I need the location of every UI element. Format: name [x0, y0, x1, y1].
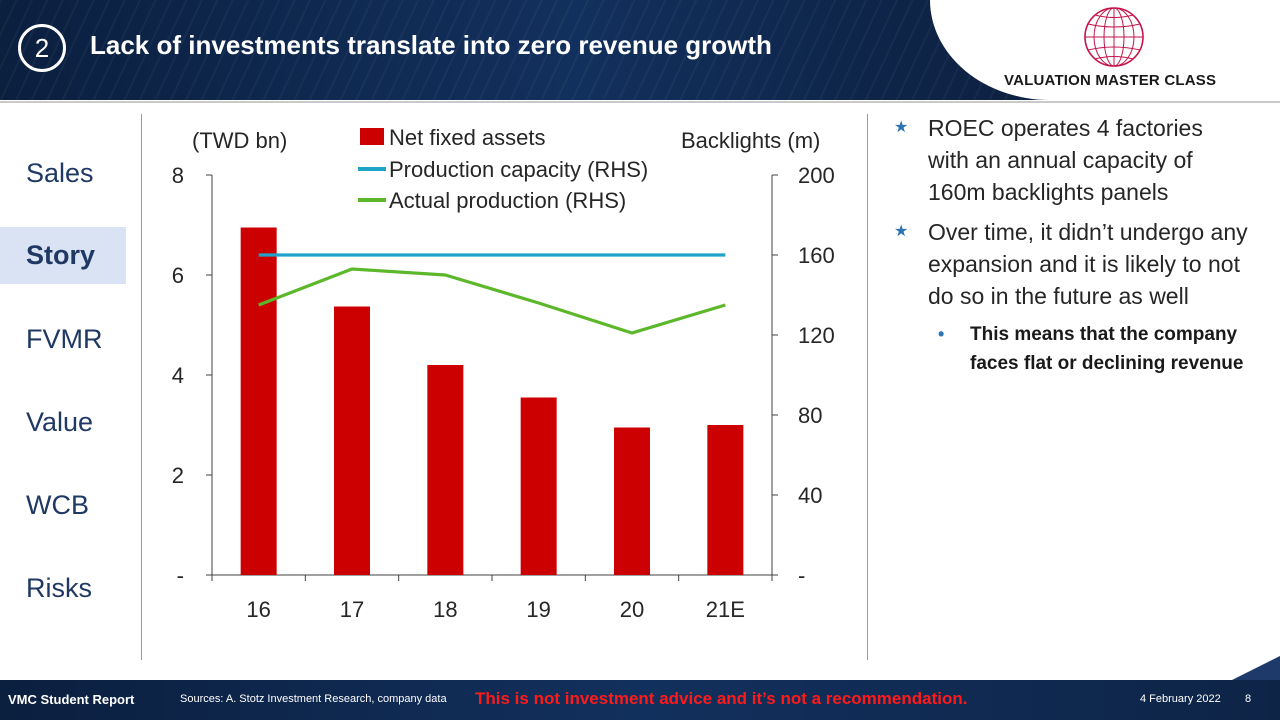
- bar-net-fixed-assets: [240, 227, 277, 575]
- star-bullet-icon: ★: [894, 223, 909, 240]
- right-tick-label: 160: [798, 243, 835, 268]
- right-tick-label: -: [798, 563, 805, 588]
- bullet-text: ROEC operates 4 factories with an annual…: [928, 115, 1203, 205]
- plot-area: - 2 4 6 8 - 40 80 120 160 200 16 17 18 19 20 21E: [172, 163, 835, 622]
- left-tick-label: -: [177, 563, 184, 588]
- right-tick-label: 120: [798, 323, 835, 348]
- legend-swatch-net-fixed-assets: [360, 128, 384, 145]
- sub-bullet-item: • This means that the company faces flat…: [938, 320, 1250, 378]
- bar-net-fixed-assets: [614, 427, 650, 575]
- x-category-label: 19: [526, 597, 550, 622]
- nav-item-story[interactable]: Story: [0, 227, 126, 284]
- x-category-label: 20: [620, 597, 644, 622]
- star-bullet-icon: ★: [894, 119, 909, 136]
- right-tick-label: 40: [798, 483, 822, 508]
- bar-net-fixed-assets: [707, 425, 744, 575]
- bar-net-fixed-assets: [334, 306, 370, 575]
- slide-number-badge: 2: [18, 24, 66, 72]
- bullet-item: ★ ROEC operates 4 factories with an annu…: [890, 112, 1250, 208]
- legend-label-net-fixed-assets: Net fixed assets: [389, 125, 546, 150]
- left-tick-label: 6: [172, 263, 184, 288]
- right-axis-label: Backlights (m): [681, 128, 820, 153]
- nav-item-value[interactable]: Value: [26, 407, 94, 437]
- legend-label-capacity: Production capacity (RHS): [389, 157, 648, 182]
- footer-corner-accent: [1232, 656, 1280, 680]
- right-tick-label: 80: [798, 403, 822, 428]
- x-category-label: 16: [246, 597, 270, 622]
- content-divider: [867, 114, 868, 660]
- header-divider: [0, 101, 1280, 103]
- left-tick-label: 4: [172, 363, 184, 388]
- footer-band: VMC Student Report Sources: A. Stotz Inv…: [0, 680, 1280, 720]
- bar-line-chart: (TWD bn) Backlights (m) Net fixed assets…: [172, 125, 835, 622]
- nav-item-sales[interactable]: Sales: [26, 158, 94, 188]
- dot-bullet-icon: •: [938, 324, 945, 344]
- bullet-text: Over time, it didn’t undergo any expansi…: [928, 219, 1248, 309]
- nav-item-risks[interactable]: Risks: [26, 573, 92, 603]
- nav-divider: [141, 114, 142, 660]
- bar-net-fixed-assets: [520, 397, 557, 575]
- bullet-item: ★ Over time, it didn’t undergo any expan…: [890, 216, 1250, 312]
- sources-note: Sources: A. Stotz Investment Research, c…: [180, 693, 447, 705]
- chart-area: (TWD bn) Backlights (m) Net fixed assets…: [140, 110, 870, 630]
- report-name: VMC Student Report: [8, 692, 135, 707]
- x-category-label: 17: [340, 597, 364, 622]
- disclaimer: This is not investment advice and it’s n…: [475, 689, 968, 708]
- report-date: 4 February 2022: [1140, 693, 1221, 705]
- x-category-label: 18: [433, 597, 457, 622]
- logo-text: VALUATION MASTER CLASS: [1004, 72, 1217, 89]
- left-tick-label: 2: [172, 463, 184, 488]
- sub-bullet-text: This means that the company faces flat o…: [970, 324, 1244, 374]
- bullet-list: ★ ROEC operates 4 factories with an annu…: [890, 112, 1250, 378]
- nav-item-fvmr[interactable]: FVMR: [26, 324, 103, 354]
- chart-legend: Net fixed assets Production capacity (RH…: [358, 125, 648, 213]
- nav-item-wcb[interactable]: WCB: [26, 490, 89, 520]
- page-title: Lack of investments translate into zero …: [90, 30, 772, 60]
- x-category-label: 21E: [706, 597, 745, 622]
- logo-panel: VALUATION MASTER CLASS: [930, 0, 1280, 100]
- bar-net-fixed-assets: [427, 365, 464, 575]
- left-tick-label: 8: [172, 163, 184, 188]
- globe-logo-icon: [1084, 7, 1144, 67]
- left-axis-label: (TWD bn): [192, 128, 287, 153]
- line-actual-production: [258, 267, 726, 335]
- legend-label-production: Actual production (RHS): [389, 188, 626, 213]
- right-tick-label: 200: [798, 163, 835, 188]
- page-number: 8: [1245, 693, 1252, 705]
